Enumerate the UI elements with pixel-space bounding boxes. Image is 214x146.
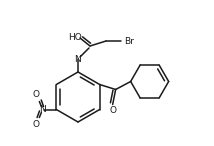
Text: N: N (75, 54, 81, 64)
Text: N: N (39, 105, 46, 114)
Text: HO: HO (68, 33, 82, 41)
Text: Br: Br (124, 36, 134, 46)
Text: O: O (33, 90, 40, 99)
Text: O: O (33, 120, 40, 129)
Text: O: O (109, 106, 116, 115)
